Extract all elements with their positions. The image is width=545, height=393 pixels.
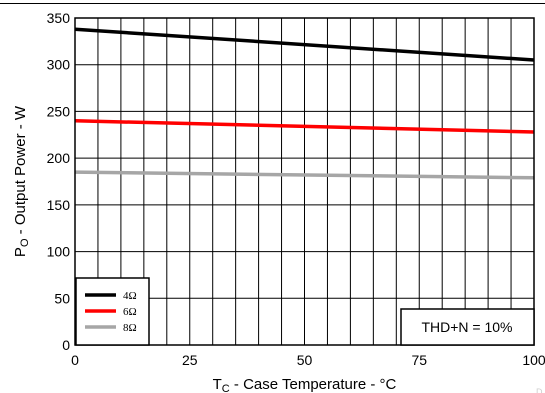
y-tick-label: 100 — [47, 244, 71, 260]
x-tick-label: 75 — [411, 352, 427, 368]
x-axis-title-sub: C — [222, 383, 230, 393]
thd-annotation: THD+N = 10% — [400, 308, 535, 346]
y-axis-title-rest: - Output Power - W — [12, 105, 29, 238]
legend: 4Ω 6Ω 8Ω — [75, 277, 150, 346]
y-tick-label: 350 — [47, 10, 71, 26]
watermark: D — [536, 387, 543, 393]
y-tick-label: 300 — [47, 57, 71, 73]
legend-label: 6Ω — [123, 306, 137, 318]
x-tick-labels: 0 25 50 75 100 — [71, 352, 545, 368]
x-axis-title-rest: - Case Temperature - °C — [230, 376, 397, 393]
thd-annotation-box — [400, 308, 535, 346]
series-lines — [74, 27, 535, 180]
y-tick-labels: 0 50 100 150 200 250 300 350 — [47, 10, 71, 353]
series-line-3 — [74, 170, 535, 180]
y-tick-label: 50 — [54, 290, 70, 306]
y-tick-label: 250 — [47, 103, 71, 119]
thd-annotation-text: THD+N = 10% — [421, 319, 512, 335]
series-line-2 — [74, 119, 535, 134]
x-tick-label: 25 — [182, 352, 198, 368]
x-tick-label: 50 — [297, 352, 313, 368]
x-tick-label: 0 — [71, 352, 79, 368]
top-rule — [0, 3, 545, 4]
x-axis-title: TC - Case Temperature - °C — [213, 376, 397, 393]
y-tick-label: 150 — [47, 197, 71, 213]
y-axis-title: PO - Output Power - W — [12, 105, 31, 257]
y-tick-label: 200 — [47, 150, 71, 166]
x-tick-label: 100 — [522, 352, 545, 368]
legend-label: 4Ω — [123, 290, 137, 302]
y-axis-title-main: P — [12, 247, 29, 257]
x-axis-title-main: T — [213, 376, 222, 393]
plot-frame — [74, 17, 535, 346]
legend-label: 8Ω — [123, 322, 137, 334]
y-axis-title-sub: O — [19, 238, 31, 247]
series-line-1 — [74, 27, 535, 62]
y-tick-label: 0 — [62, 337, 70, 353]
